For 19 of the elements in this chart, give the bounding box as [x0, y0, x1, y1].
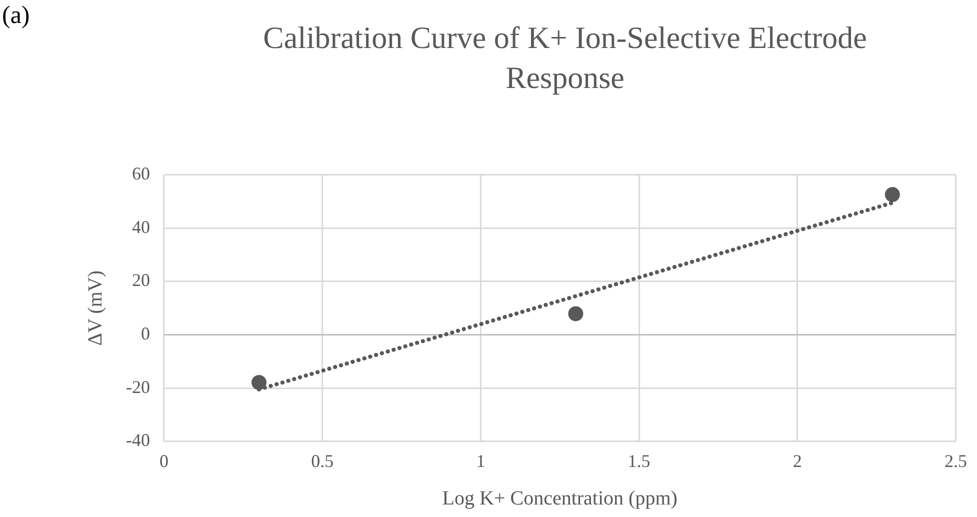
x-tick-label: 2 [792, 450, 802, 471]
x-tick-label: 0 [159, 450, 168, 471]
y-axis-title: ΔV (mV) [84, 270, 106, 346]
x-tick-label: 1 [476, 450, 486, 471]
text: (a) [2, 2, 30, 30]
x-axis-title: Log K+ Concentration (ppm) [442, 487, 678, 510]
point [252, 374, 267, 390]
y-tick-label: 0 [140, 323, 150, 344]
x-tick-label: 0.5 [311, 450, 334, 471]
x-tick-label: 1.5 [628, 450, 650, 471]
y-tick-label: 40 [132, 216, 150, 237]
point [568, 306, 584, 322]
chart-title: Calibration Curve of K+ Ion-Selective Electrode Response [262, 19, 868, 97]
y-tick-label: 20 [132, 270, 150, 290]
y-tick-label: -40 [126, 430, 150, 450]
y-tick-label: 60 [132, 164, 150, 184]
x-tick-label: 2.5 [944, 450, 967, 471]
y-tick-label: -20 [126, 376, 150, 397]
point [884, 187, 900, 202]
